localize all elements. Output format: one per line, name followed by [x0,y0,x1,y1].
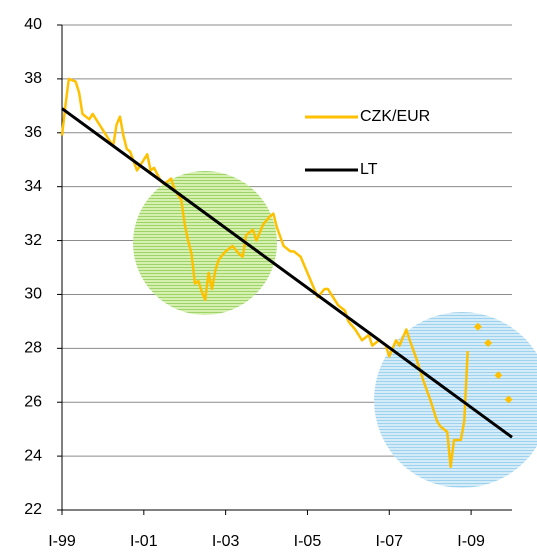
legend-label: CZK/EUR [360,108,430,125]
x-tick-label: I-03 [212,533,240,550]
y-tick-label: 36 [24,124,42,141]
legend-entry: LT [305,161,378,178]
y-tick-label: 40 [24,16,42,33]
highlight-circle [374,312,537,488]
marker [494,371,503,380]
y-tick-label: 22 [24,501,42,518]
x-tick-label: I-07 [375,533,403,550]
highlight-circle [133,171,277,315]
legend-label: LT [360,161,378,178]
y-tick-label: 32 [24,232,42,249]
x-tick-label: I-99 [48,533,76,550]
y-tick-label: 38 [24,70,42,87]
x-tick-label: I-01 [130,533,158,550]
y-tick-label: 24 [24,447,42,464]
marker [473,322,482,331]
series-line [60,77,469,469]
y-tick-label: 34 [24,178,42,195]
legend-entry: CZK/EUR [305,108,430,125]
marker [484,338,493,347]
y-tick-label: 30 [24,286,42,303]
marker [504,395,513,404]
x-tick-label: I-09 [457,533,485,550]
y-tick-label: 28 [24,340,42,357]
y-tick-label: 26 [24,393,42,410]
series-line [61,107,513,439]
x-tick-label: I-05 [294,533,322,550]
